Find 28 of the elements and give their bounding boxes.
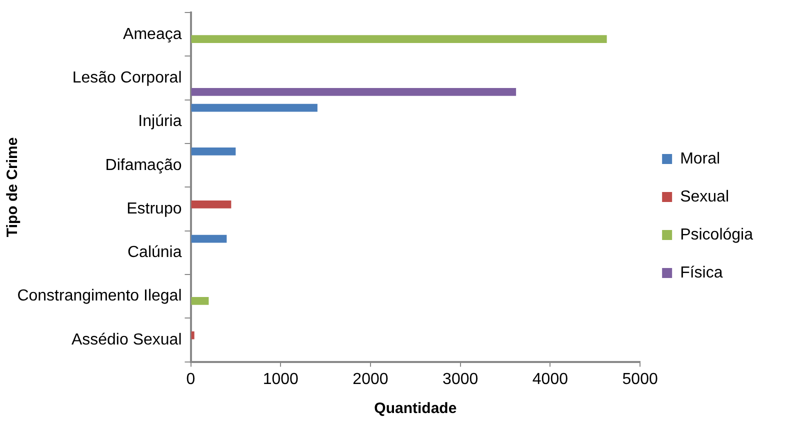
y-tick-label: Difamação bbox=[105, 156, 182, 174]
x-tick-label: 0 bbox=[186, 370, 196, 388]
x-tick-label: 1000 bbox=[262, 370, 299, 388]
y-tick-label: Estrupo bbox=[126, 200, 182, 218]
bar bbox=[191, 104, 318, 112]
x-tick-label: 3000 bbox=[442, 370, 478, 388]
bar bbox=[191, 234, 227, 243]
legend-label: Sexual bbox=[680, 188, 729, 206]
x-tick-label: 4000 bbox=[532, 370, 568, 388]
legend-label: Psicológia bbox=[680, 226, 754, 244]
y-tick-label: Constrangimento Ilegal bbox=[17, 288, 182, 305]
y-tick-label: Injúria bbox=[138, 113, 182, 130]
bar bbox=[191, 88, 516, 96]
y-tick-label: Ameaça bbox=[123, 26, 182, 43]
y-axis-title: Tipo de Crime bbox=[4, 137, 22, 238]
bar bbox=[191, 297, 209, 305]
x-tick-label: 2000 bbox=[352, 370, 388, 388]
y-tick-label: Assédio Sexual bbox=[71, 331, 182, 348]
x-axis-title: Quantidade bbox=[374, 400, 457, 418]
y-tick-label: Calúnia bbox=[127, 244, 182, 262]
y-tick-label: Lesão Corporal bbox=[72, 69, 182, 86]
legend-label: Física bbox=[680, 264, 723, 282]
bar bbox=[191, 35, 607, 44]
bar bbox=[191, 148, 236, 156]
x-tick-label: 5000 bbox=[622, 370, 658, 388]
bar bbox=[191, 200, 232, 208]
bar bbox=[191, 331, 194, 340]
legend-label: Moral bbox=[680, 150, 720, 168]
